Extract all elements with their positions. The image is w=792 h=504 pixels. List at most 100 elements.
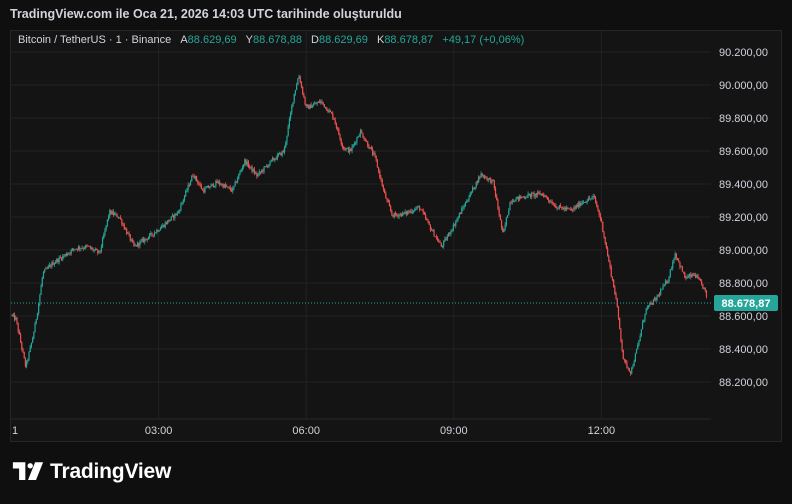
- candle-body: [546, 196, 548, 199]
- candle-body: [387, 200, 389, 203]
- candle-body: [48, 265, 51, 267]
- candle-body: [473, 187, 475, 190]
- candle-body: [445, 238, 447, 240]
- candle-body: [169, 219, 171, 222]
- candle-body: [15, 317, 17, 320]
- candle-body: [46, 268, 48, 270]
- price-tick-label: 88.200,00: [719, 377, 768, 389]
- candle-body: [631, 367, 633, 374]
- candle-body: [374, 153, 376, 156]
- candle-body: [297, 78, 299, 85]
- candle-body: [233, 185, 235, 188]
- candle-body: [221, 184, 223, 185]
- candle-body: [455, 221, 457, 226]
- candle-body: [586, 201, 588, 203]
- candle-body: [58, 257, 60, 263]
- candle-body: [268, 164, 270, 167]
- candle-body: [294, 90, 297, 94]
- candle-body: [222, 184, 224, 188]
- candle-body: [247, 161, 250, 167]
- candle-body: [503, 229, 505, 232]
- symbol-name[interactable]: Bitcoin / TetherUS · 1 · Binance: [18, 34, 172, 46]
- candle-body: [35, 319, 37, 323]
- candle-body: [251, 166, 253, 172]
- candle-body: [165, 222, 168, 224]
- candle-body: [51, 262, 53, 267]
- candle-body: [415, 208, 417, 210]
- candle-body: [635, 349, 638, 354]
- candlestick-chart[interactable]: 90.200,00 90.000,00 89.800,00 89.600,00 89.4…: [11, 31, 781, 441]
- candle-body: [432, 230, 434, 232]
- candle-body: [365, 140, 368, 142]
- candle-body: [315, 103, 317, 105]
- candle-body: [133, 241, 135, 246]
- candle-body: [150, 232, 152, 235]
- candle-body: [50, 265, 52, 267]
- chart-panel[interactable]: 90.200,00 90.000,00 89.800,00 89.600,00 89.4…: [10, 30, 782, 442]
- candle-body: [686, 276, 688, 279]
- candle-body: [154, 232, 157, 234]
- candle-body: [573, 207, 575, 210]
- candle-body: [597, 206, 599, 211]
- candle-body: [422, 210, 424, 213]
- candle-body: [510, 202, 512, 203]
- price-tick-label: 89.800,00: [719, 113, 768, 125]
- candle-body: [159, 228, 162, 231]
- candle-body: [541, 193, 544, 195]
- candle-body: [334, 119, 336, 124]
- candle-body: [252, 169, 254, 172]
- candle-body: [434, 236, 436, 238]
- candle-body: [549, 200, 551, 202]
- candle-body: [253, 169, 256, 174]
- candle-body: [421, 209, 423, 211]
- candle-body: [17, 323, 19, 332]
- candle-body: [462, 207, 464, 209]
- candle-body: [425, 214, 427, 219]
- candle-body: [553, 205, 556, 206]
- candle-body: [65, 254, 67, 256]
- candle-body: [316, 102, 318, 104]
- candle-body: [564, 207, 567, 210]
- candle-body: [369, 147, 371, 149]
- candle-body: [696, 275, 698, 278]
- candle-body: [320, 101, 322, 103]
- candle-body: [623, 359, 626, 361]
- candle-body: [103, 234, 105, 239]
- candle-body: [245, 159, 247, 165]
- candle-body: [287, 126, 289, 136]
- candle-body: [367, 141, 369, 147]
- candle-body: [588, 198, 591, 199]
- candle-body: [265, 165, 268, 167]
- candle-body: [487, 178, 489, 180]
- candle-body: [396, 214, 398, 216]
- candle-body: [288, 118, 290, 127]
- candle-body: [173, 215, 175, 219]
- candle-body: [695, 274, 697, 278]
- candle-body: [60, 257, 63, 260]
- candle-body: [167, 220, 169, 224]
- candle-body: [161, 226, 163, 229]
- candle-body: [663, 284, 665, 286]
- candle-body: [376, 160, 378, 168]
- candle-body: [633, 361, 635, 367]
- candle-body: [283, 146, 286, 153]
- candle-body: [42, 271, 45, 278]
- brand[interactable]: TradingView: [12, 460, 171, 484]
- candle-body: [622, 349, 624, 360]
- price-tick-label: 89.600,00: [719, 146, 768, 158]
- candle-body: [148, 234, 151, 238]
- candle-body: [80, 248, 82, 250]
- candle-body: [551, 201, 553, 205]
- candle-body: [135, 245, 137, 247]
- candle-body: [531, 193, 533, 197]
- candle-body: [19, 334, 22, 343]
- candle-body: [590, 198, 592, 200]
- candle-body: [279, 152, 281, 155]
- candle-body: [126, 228, 128, 234]
- candle-body: [427, 220, 429, 222]
- candle-body: [327, 110, 329, 112]
- candle-body: [410, 210, 412, 213]
- candle-body: [364, 139, 366, 141]
- candle-body: [602, 221, 604, 232]
- candle-body: [403, 212, 405, 214]
